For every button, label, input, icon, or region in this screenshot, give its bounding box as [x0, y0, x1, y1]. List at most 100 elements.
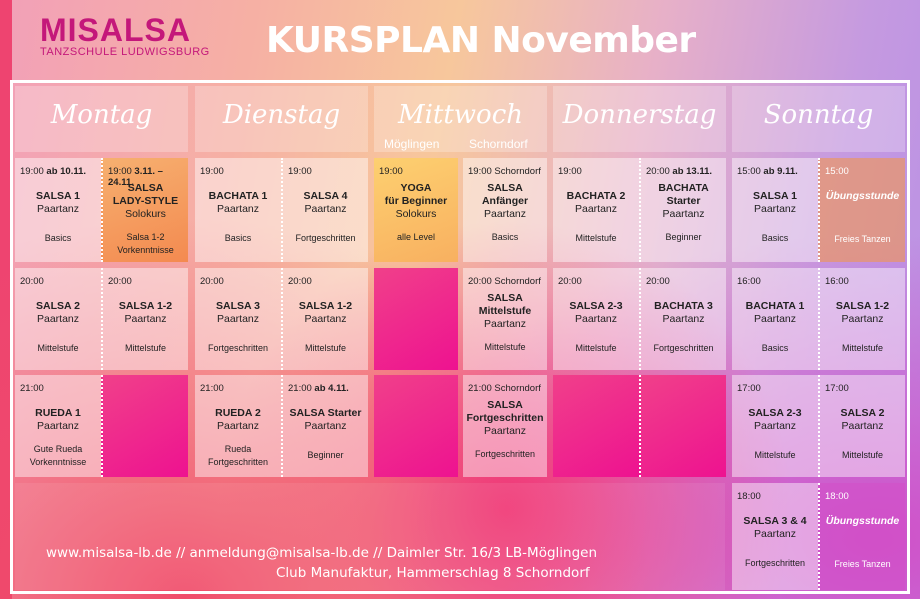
slot-time: 16:00: [737, 276, 761, 287]
date-note: ab 10.11.: [46, 166, 87, 177]
title-line: SALSA 2: [840, 407, 885, 419]
course-level: Freies Tanzen: [820, 233, 905, 246]
course-title: RUEDA 1: [15, 407, 101, 420]
course-slot[interactable]: 21:00 RUEDA 2 Paartanz Rueda Fortgeschritten: [195, 375, 281, 477]
course-type: Paartanz: [483, 425, 527, 437]
course-type: Solokurs: [125, 208, 166, 220]
slot-time: 21:00: [20, 383, 44, 394]
day-name: Donnerstag: [562, 100, 717, 130]
title-line: für Beginner: [384, 195, 448, 207]
time-value: 20:00 Schorndorf: [468, 276, 541, 287]
course-type: Paartanz: [753, 420, 797, 432]
level-line: Beginner: [307, 450, 344, 460]
course-type: Paartanz: [124, 313, 167, 325]
course-title: SALSA Fortgeschritten: [463, 399, 547, 425]
course-level: Salsa 1-2 Vorkenntnisse: [103, 231, 188, 257]
level-line: Gute Rueda: [33, 444, 83, 454]
course-slot[interactable]: 20:00 SALSA 1-2 Paartanz Mittelstufe: [281, 268, 368, 370]
course-type: Paartanz: [483, 208, 527, 220]
course-slot[interactable]: 20:00 Schorndorf SALSA Mittelstufe Paartanz…: [463, 268, 547, 370]
location-label: Schorndorf: [469, 137, 528, 151]
title-line: Übungsstunde: [825, 190, 900, 202]
time-value: 19:00: [20, 166, 44, 177]
level-line: Freies Tanzen: [834, 559, 891, 569]
course-slot[interactable]: 21:00 RUEDA 1 Paartanz Gute Rueda Vorkenntni…: [15, 375, 101, 477]
date-note: ab 4.11.: [314, 383, 349, 394]
course-title: BACHATA 3: [641, 300, 726, 313]
time-value: 21:00 Schorndorf: [468, 383, 541, 394]
title-line: Fortgeschritten: [466, 412, 544, 424]
course-slot[interactable]: 19:00 BACHATA 1 Paartanz Basics: [195, 158, 281, 262]
time-value: 19:00: [558, 166, 582, 177]
footer-address: Club Manufaktur, Hammerschlag 8 Schorndo…: [276, 565, 590, 581]
course-title: SALSA LADY-STYLE: [103, 182, 188, 208]
level-line: Mittelstufe: [484, 342, 526, 352]
course-title: SALSA Anfänger: [463, 182, 547, 208]
level-line: Basics: [224, 233, 252, 243]
course-title: SALSA 2-3: [732, 407, 818, 420]
course-slot[interactable]: 16:00 BACHATA 1 Paartanz Basics: [732, 268, 818, 370]
empty-slot: [639, 375, 726, 477]
course-slot[interactable]: 21:00 ab 4.11. SALSA Starter Paartanz Begin…: [281, 375, 368, 477]
slot-time: 19:00 Schorndorf: [468, 166, 541, 177]
course-slot[interactable]: 20:00 BACHATA 3 Paartanz Fortgeschritten: [639, 268, 726, 370]
course-level: Basics: [732, 342, 818, 355]
course-slot[interactable]: 20:00 SALSA 3 Paartanz Fortgeschritten: [195, 268, 281, 370]
course-type: Paartanz: [662, 313, 705, 325]
slot-time: 20:00: [108, 276, 132, 287]
course-title: SALSA 3: [195, 300, 281, 313]
level-line: Fortgeschritten: [653, 343, 714, 353]
level-line: Mittelstufe: [754, 450, 796, 460]
time-value: 20:00: [108, 276, 132, 287]
course-title: SALSA 2: [15, 300, 101, 313]
time-value: 19:00: [379, 166, 403, 177]
course-slot[interactable]: 18:00 SALSA 3 & 4 Paartanz Fortgeschritten: [732, 483, 818, 590]
course-slot[interactable]: 18:00 Übungsstunde Freies Tanzen: [818, 483, 905, 590]
title-line: SALSA 2-3: [569, 300, 623, 312]
course-slot[interactable]: 19:00 ab 10.11. SALSA 1 Paartanz Basics: [15, 158, 101, 262]
course-slot[interactable]: 17:00 SALSA 2 Paartanz Mittelstufe: [818, 375, 905, 477]
schedule-frame: [10, 80, 910, 594]
course-type: Paartanz: [753, 203, 797, 215]
course-level: Fortgeschritten: [463, 448, 547, 461]
time-value: 19:00: [200, 166, 224, 177]
course-slot[interactable]: 20:00 SALSA 2-3 Paartanz Mittelstufe: [553, 268, 639, 370]
course-type: Paartanz: [36, 203, 80, 215]
course-slot[interactable]: 15:00 ab 9.11. SALSA 1 Paartanz Basics: [732, 158, 818, 262]
course-level: Beginner: [283, 449, 368, 462]
course-slot[interactable]: 19:00 BACHATA 2 Paartanz Mittelstufe: [553, 158, 639, 262]
level-line: alle Level: [396, 232, 436, 242]
slot-time: 19:00 ab 10.11.: [20, 166, 86, 177]
course-slot[interactable]: 17:00 SALSA 2-3 Paartanz Mittelstufe: [732, 375, 818, 477]
day-name: Montag: [50, 100, 153, 130]
course-slot[interactable]: 21:00 Schorndorf SALSA Fortgeschritten Paar…: [463, 375, 547, 477]
course-slot[interactable]: 16:00 SALSA 1-2 Paartanz Mittelstufe: [818, 268, 905, 370]
time-value: 20:00: [646, 276, 670, 287]
slot-time: 15:00: [825, 166, 849, 177]
time-value: 20:00: [20, 276, 44, 287]
title-line: SALSA: [487, 292, 523, 304]
level-line: Mittelstufe: [841, 450, 883, 460]
time-value: 18:00: [737, 491, 761, 502]
title-line: SALSA 1-2: [835, 300, 890, 312]
course-slot[interactable]: 20:00 ab 13.11. BACHATA Starter Paartanz Beg…: [639, 158, 726, 262]
level-line: Fortgeschritten: [207, 343, 269, 353]
course-slot[interactable]: 19:00 YOGA für Beginner Solokurs alle Level: [374, 158, 458, 262]
brand-subtitle: TANZSCHULE LUDWIGSBURG: [40, 46, 210, 58]
date-note: ab 13.11.: [672, 166, 713, 177]
course-slot[interactable]: 20:00 SALSA 1-2 Paartanz Mittelstufe: [101, 268, 188, 370]
course-slot[interactable]: 20:00 SALSA 2 Paartanz Mittelstufe: [15, 268, 101, 370]
slot-time: 21:00 Schorndorf: [468, 383, 541, 394]
time-value: 20:00: [646, 166, 670, 177]
slot-time: 16:00: [825, 276, 849, 287]
level-line: Beginner: [665, 232, 702, 242]
course-title: BACHATA 2: [553, 190, 639, 203]
time-value: 20:00: [200, 276, 224, 287]
course-slot[interactable]: 15:00 Übungsstunde Freies Tanzen: [818, 158, 905, 262]
course-slot[interactable]: 19:00 SALSA 4 Paartanz Fortgeschritten: [281, 158, 368, 262]
time-value: 19:00: [288, 166, 312, 177]
day-header-dienstag: Dienstag: [195, 86, 368, 152]
course-slot[interactable]: 19:00 Schorndorf SALSA Anfänger Paartanz Bas…: [463, 158, 547, 262]
title-line: LADY-STYLE: [112, 195, 179, 207]
course-slot[interactable]: 19:00 3.11. – 24.11. SALSA LADY-STYLE Solok…: [101, 158, 188, 262]
